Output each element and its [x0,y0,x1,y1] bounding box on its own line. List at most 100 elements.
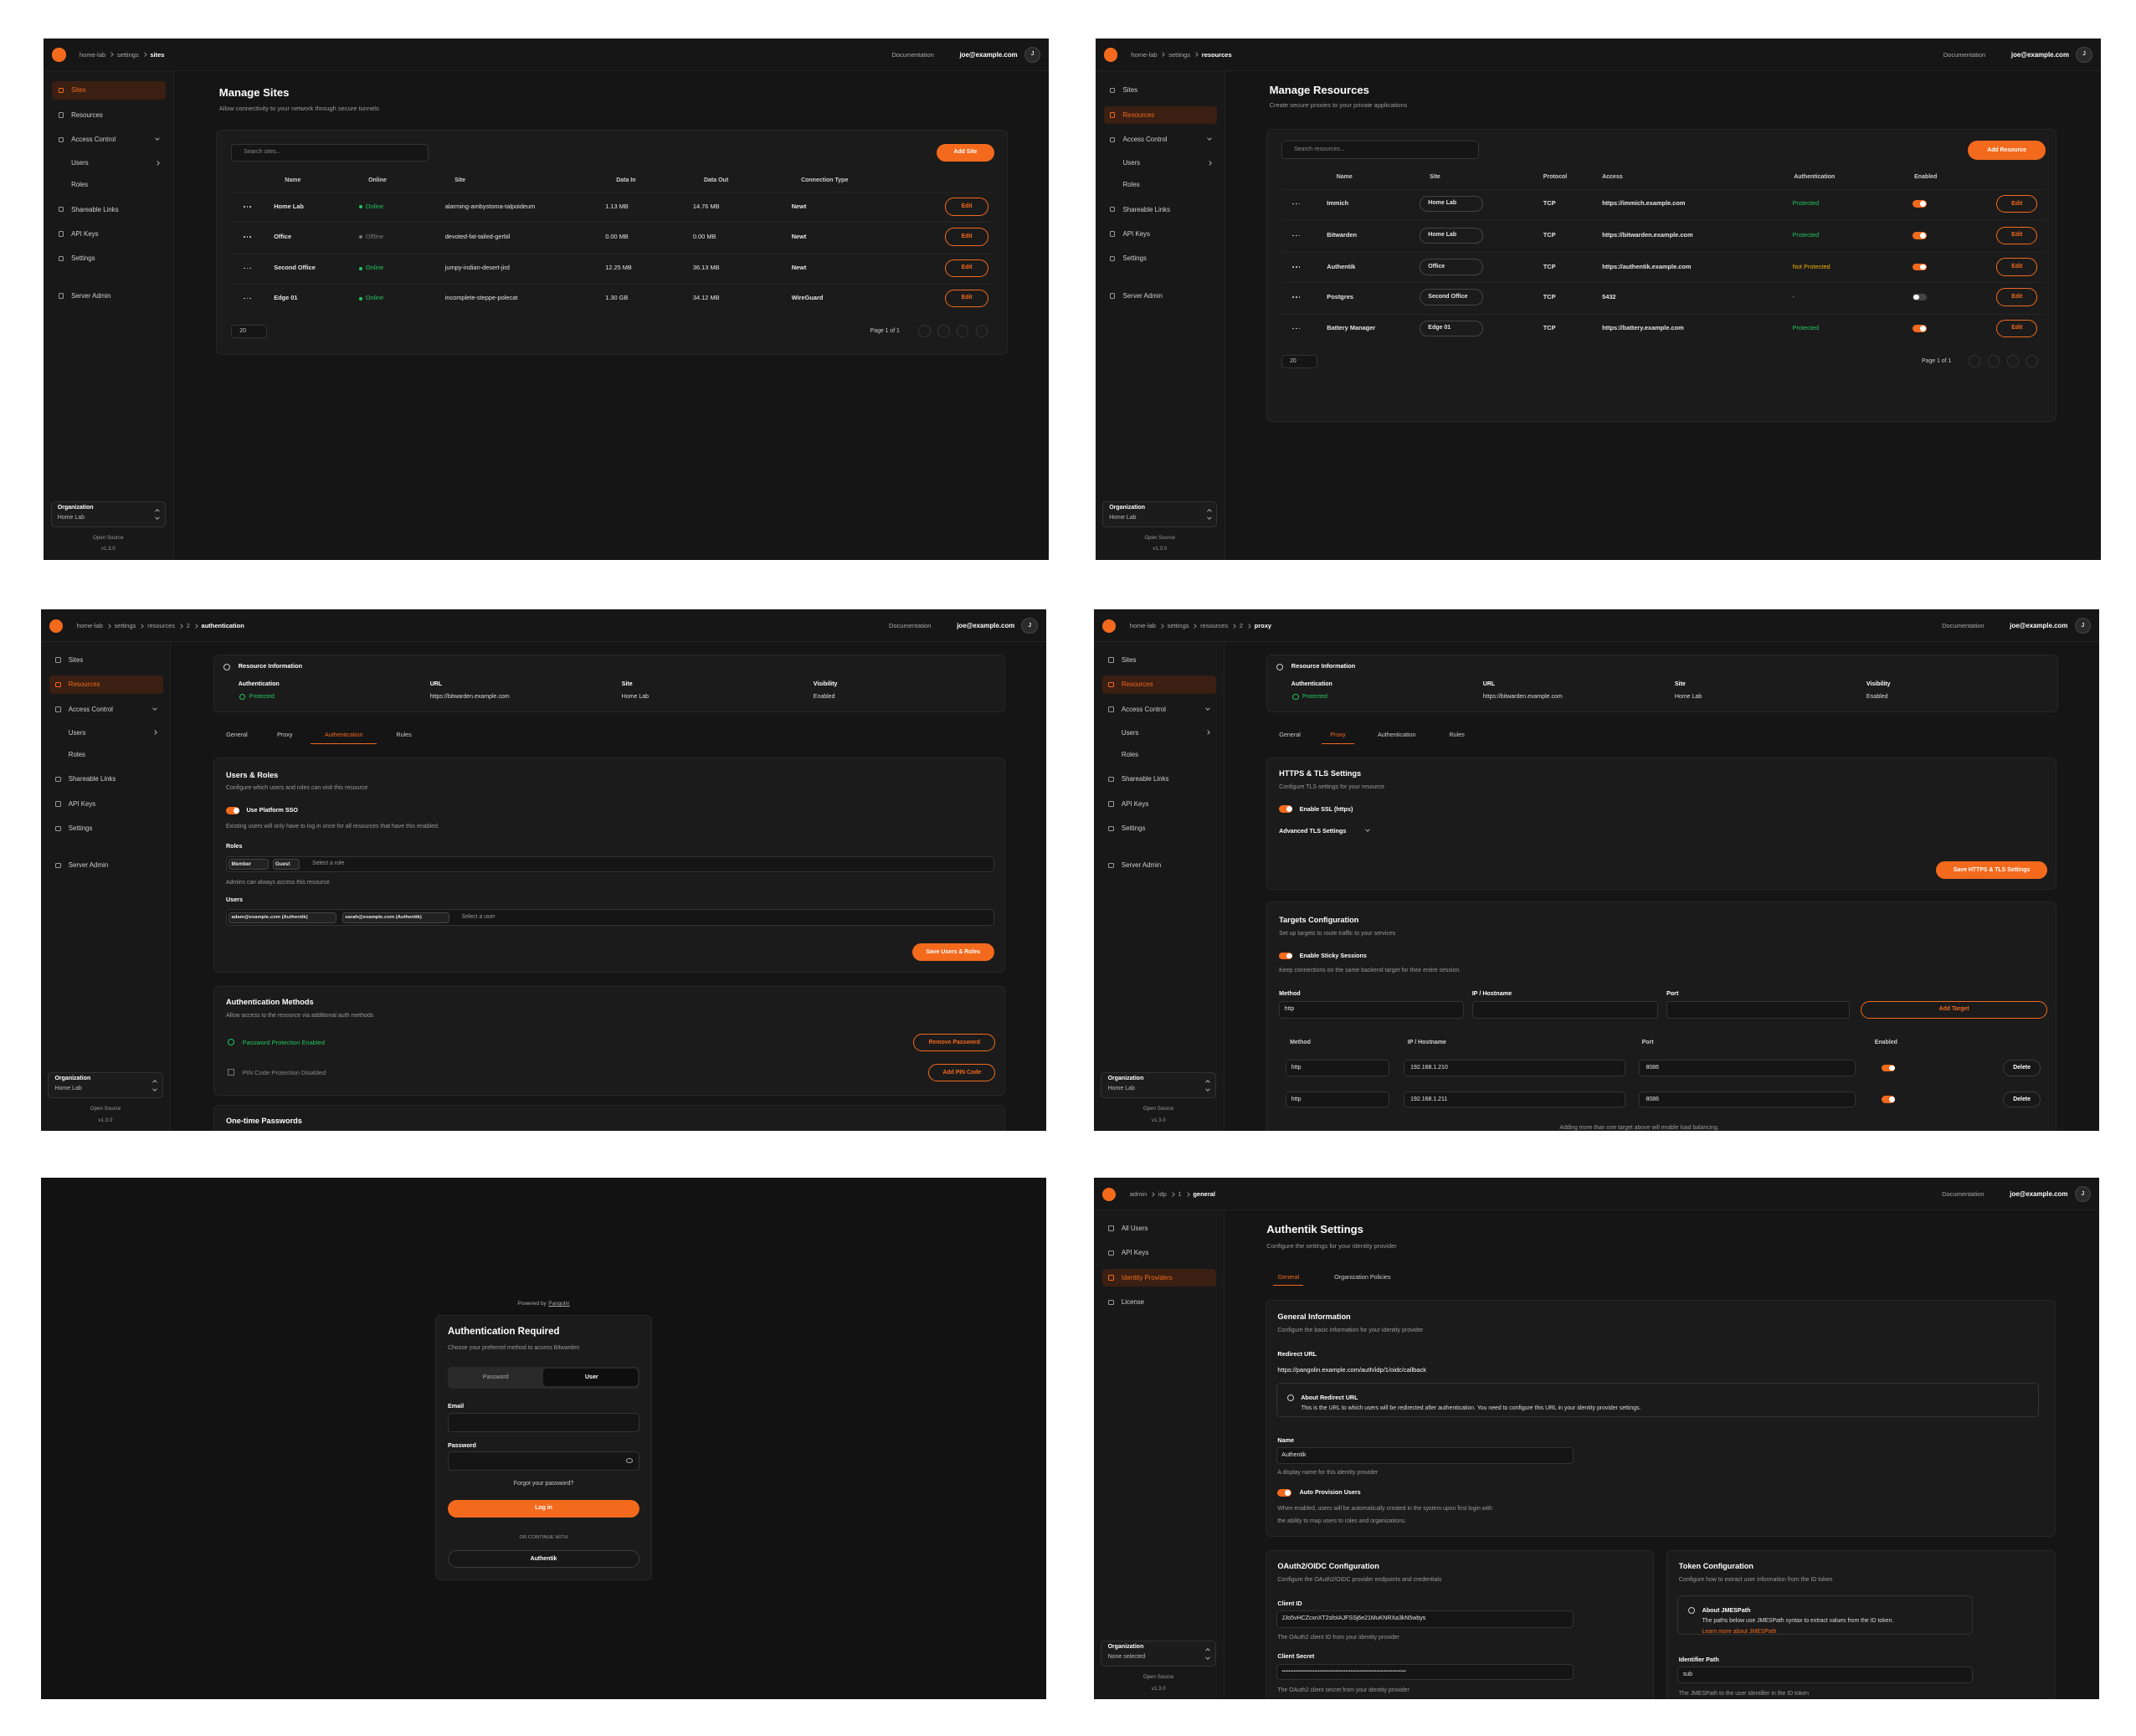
input[interactable] [1639,1091,1856,1108]
avatar[interactable] [2074,617,2092,634]
avatar[interactable] [1021,617,1039,634]
page-button[interactable] [917,325,931,338]
nav-item[interactable]: Access Control [1121,705,1166,713]
nav-item[interactable]: Server Admin [68,861,109,870]
breadcrumb-item[interactable]: settings [116,50,139,59]
nav-item[interactable]: Identity Providers [1121,1273,1173,1281]
button-label[interactable]: Edit [961,265,973,271]
input[interactable] [1639,1060,1856,1076]
button-label[interactable]: Save Users & Roles [926,948,981,955]
toggle[interactable] [1913,325,1927,332]
button[interactable] [928,1064,996,1082]
button-label[interactable]: Delete [2013,1096,2031,1102]
nav-item[interactable]: Roles [68,750,85,758]
nav-item[interactable]: Shareable Links [1122,205,1171,213]
button-label[interactable]: Edit [2011,232,2023,239]
site-chip[interactable] [1420,259,1483,275]
button[interactable] [447,1499,639,1518]
input[interactable] [231,143,429,162]
documentation-link[interactable]: Documentation [1942,1190,1985,1199]
input[interactable] [1276,1447,1574,1464]
button-label[interactable]: Log in [535,1505,552,1511]
row-menu-dot[interactable] [1295,234,1297,237]
breadcrumb-item[interactable]: resources [1200,622,1229,630]
documentation-link[interactable]: Documentation [1943,50,1986,59]
breadcrumb-item[interactable]: 2 [186,622,190,630]
row-menu-dot[interactable] [249,206,252,208]
row-menu-dot[interactable] [1295,203,1297,205]
toggle[interactable] [1913,231,1927,239]
documentation-link[interactable]: Documentation [1942,622,1985,630]
breadcrumb-item[interactable]: resources [147,622,176,630]
input[interactable] [447,1413,639,1433]
text[interactable]: Open Source [90,1106,121,1112]
page-button[interactable] [937,325,950,338]
button-label[interactable]: Authentik [530,1555,557,1562]
button-label[interactable]: Edit [2011,200,2023,207]
button-label[interactable]: Save HTTPS & TLS Settings [1953,866,2031,873]
breadcrumb-item[interactable]: home-lab [76,622,103,630]
button-label[interactable]: Edit [2011,263,2023,270]
org-selector[interactable] [1101,501,1218,527]
button-label[interactable]: Remove Password [928,1039,980,1045]
breadcrumb-item[interactable]: 1 [1178,1190,1182,1199]
nav-item[interactable]: Settings [71,254,95,263]
nav-item[interactable]: API Keys [1121,799,1149,808]
site-chip[interactable] [1420,227,1483,244]
input[interactable] [225,909,994,926]
nav-item[interactable]: Resources [1121,681,1153,689]
nav-item[interactable]: Users [71,158,89,167]
breadcrumb-item[interactable]: home-lab [79,50,106,59]
toggle[interactable] [1279,952,1293,960]
page-button[interactable] [2026,355,2039,368]
nav-item[interactable]: Access Control [68,705,113,713]
row-menu-dot[interactable] [244,236,245,238]
site-chip[interactable] [1420,289,1483,306]
nav-item[interactable]: Settings [1121,824,1146,832]
row-menu-dot[interactable] [1298,327,1301,330]
documentation-link[interactable]: Documentation [889,622,932,630]
org-selector[interactable] [1101,1072,1216,1099]
nav-item[interactable]: Access Control [71,136,116,144]
button[interactable] [1967,141,2046,161]
nav-item[interactable]: Roles [71,181,89,189]
row-menu-dot[interactable] [249,297,252,300]
input[interactable] [231,324,267,339]
input[interactable] [1281,141,1479,159]
nav-item[interactable]: License [1121,1298,1145,1307]
row-menu-dot[interactable] [244,297,245,300]
text[interactable]: Open Source [1144,535,1175,542]
text[interactable]: Open Source [1142,1674,1174,1681]
row-menu-dot[interactable] [1295,296,1297,298]
button-label[interactable]: Edit [2011,293,2023,300]
nav-item[interactable]: Server Admin [71,291,111,300]
input[interactable] [1403,1091,1625,1108]
text[interactable]: Open Source [93,535,124,542]
button[interactable] [1861,1000,2047,1020]
breadcrumb-item[interactable]: idp [1158,1190,1167,1199]
breadcrumb-item[interactable]: settings [1168,50,1191,59]
nav-item[interactable]: Sites [71,86,86,95]
button-label[interactable]: Add Site [953,149,978,156]
input[interactable] [1281,354,1317,369]
nav-item[interactable]: All Users [1121,1224,1148,1232]
tab[interactable]: Proxy [1330,731,1346,739]
nav-item[interactable]: Settings [1122,254,1147,263]
row-menu-dot[interactable] [1298,266,1301,268]
input[interactable] [1276,1610,1574,1629]
row-menu-dot[interactable] [244,267,245,270]
nav-item[interactable]: API Keys [71,229,99,238]
button[interactable] [1936,861,2047,880]
input[interactable] [1677,1667,1974,1683]
nav-item[interactable]: Access Control [1122,136,1168,144]
breadcrumb-item[interactable]: authentication [201,622,244,630]
button-label[interactable]: Edit [961,233,973,239]
nav-item[interactable]: Server Admin [1122,291,1163,300]
brand-link[interactable]: Pangolin [548,1301,570,1307]
tab[interactable]: Password [482,1374,509,1380]
button-label[interactable]: Edit [961,295,973,301]
button-label[interactable]: Edit [2011,325,2023,331]
button[interactable] [1996,226,2038,244]
breadcrumb-item[interactable]: general [1193,1190,1216,1199]
row-menu-dot[interactable] [1298,296,1301,298]
